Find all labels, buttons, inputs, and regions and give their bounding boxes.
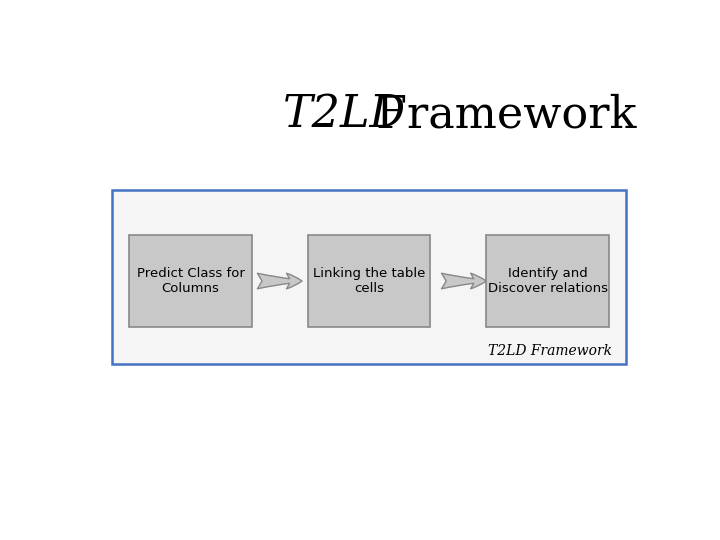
Text: Framework: Framework [361,93,636,136]
FancyBboxPatch shape [112,190,626,364]
FancyBboxPatch shape [486,235,609,327]
Text: T2LD: T2LD [282,93,405,136]
Text: Identify and
Discover relations: Identify and Discover relations [487,267,608,295]
Text: Predict Class for
Columns: Predict Class for Columns [137,267,244,295]
FancyBboxPatch shape [307,235,431,327]
FancyBboxPatch shape [129,235,252,327]
Text: Linking the table
cells: Linking the table cells [312,267,426,295]
Text: T2LD Framework: T2LD Framework [487,344,612,358]
